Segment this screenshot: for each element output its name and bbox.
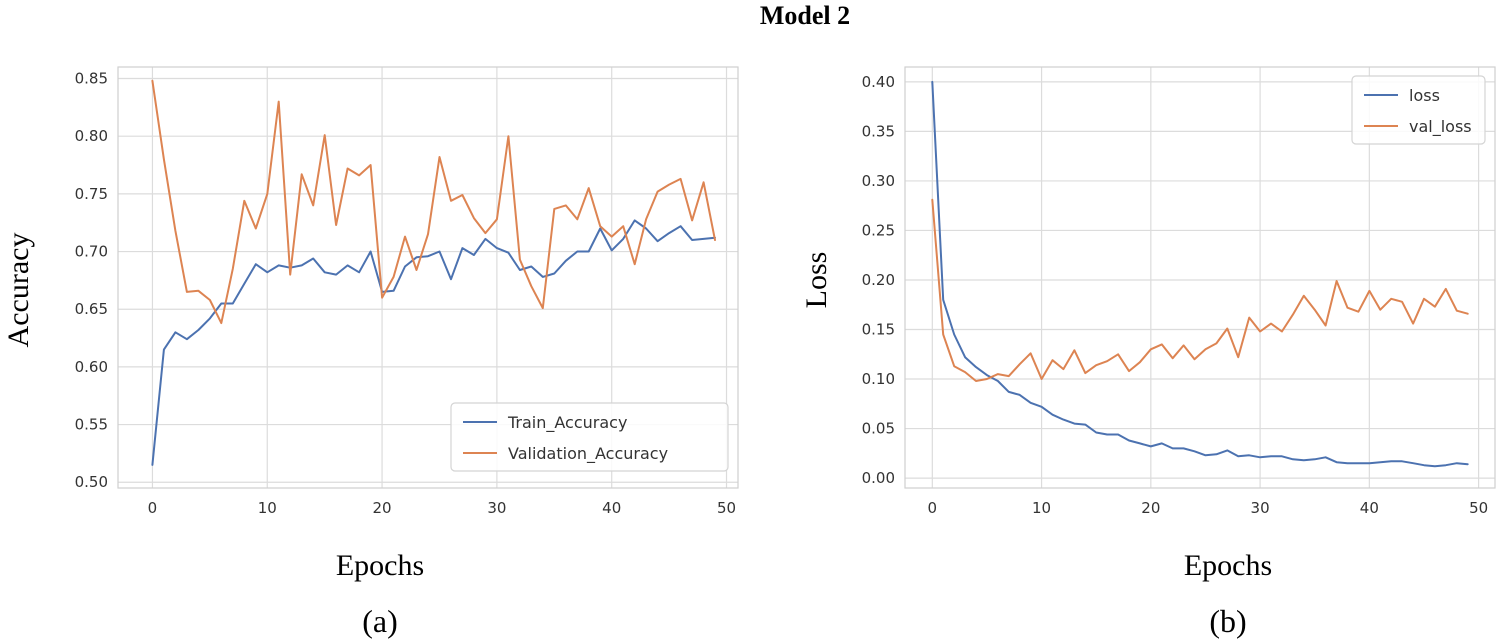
legend-label: loss bbox=[1409, 86, 1440, 105]
y-tick-label: 0.00 bbox=[862, 469, 895, 487]
panel-b-chart: 0.00 0.05 0.10 0.15 0.20 0.25 0.30 0.35 0.40 0 10 2… bbox=[800, 66, 1496, 639]
y-tick-label: 0.80 bbox=[75, 127, 108, 145]
y-tick-label: 0.70 bbox=[75, 243, 108, 261]
x-tick-label: 40 bbox=[1360, 499, 1379, 517]
x-tick-label: 20 bbox=[373, 499, 392, 517]
series-line-loss bbox=[931, 80, 1469, 468]
x-tick-label: 30 bbox=[487, 499, 506, 517]
x-tick-label: 30 bbox=[1251, 499, 1270, 517]
y-tick-label: 0.55 bbox=[75, 416, 108, 434]
legend-box bbox=[450, 402, 729, 472]
panel-label: (b) bbox=[1209, 603, 1246, 639]
y-tick-label: 0.15 bbox=[862, 321, 895, 339]
x-tick-label: 0 bbox=[148, 499, 158, 517]
figure-title: Model 2 bbox=[760, 1, 850, 30]
y-tick-label: 0.30 bbox=[862, 172, 895, 190]
y-tick-label: 0.40 bbox=[862, 73, 895, 91]
y-tick-label: 0.20 bbox=[862, 271, 895, 289]
y-tick-label: 0.60 bbox=[75, 358, 108, 376]
x-tick-label: 0 bbox=[928, 499, 938, 517]
y-tick-label: 0.85 bbox=[75, 70, 108, 88]
legend-label: Train_Accuracy bbox=[507, 413, 627, 433]
axes-frame bbox=[904, 66, 1496, 489]
axes-frame bbox=[117, 66, 739, 489]
series-line-train-accuracy bbox=[151, 219, 716, 466]
series-line-validation-accuracy bbox=[151, 79, 716, 325]
legend-label: Validation_Accuracy bbox=[508, 444, 668, 464]
y-axis-label: Loss bbox=[800, 252, 833, 309]
x-tick-label: 10 bbox=[1032, 499, 1051, 517]
y-tick-label: 0.35 bbox=[862, 122, 895, 140]
panel-a-chart: 0.50 0.55 0.60 0.65 0.70 0.75 0.80 0.85 0 10 20 30 4… bbox=[2, 66, 739, 639]
legend-label: val_loss bbox=[1409, 117, 1472, 137]
x-axis-label: Epochs bbox=[336, 549, 424, 582]
panel-label: (a) bbox=[362, 603, 398, 639]
y-tick-label: 0.65 bbox=[75, 300, 108, 318]
x-axis-label: Epochs bbox=[1184, 549, 1272, 582]
x-tick-label: 10 bbox=[258, 499, 277, 517]
x-tick-label: 20 bbox=[1141, 499, 1160, 517]
y-tick-label: 0.50 bbox=[75, 473, 108, 491]
y-tick-label: 0.25 bbox=[862, 221, 895, 239]
x-tick-label: 40 bbox=[602, 499, 621, 517]
y-tick-label: 0.10 bbox=[862, 370, 895, 388]
x-tick-label: 50 bbox=[1469, 499, 1488, 517]
x-tick-label: 50 bbox=[717, 499, 736, 517]
series-line-val-loss bbox=[931, 198, 1469, 382]
y-tick-label: 0.75 bbox=[75, 185, 108, 203]
y-axis-label: Accuracy bbox=[2, 233, 35, 348]
y-tick-label: 0.05 bbox=[862, 420, 895, 438]
